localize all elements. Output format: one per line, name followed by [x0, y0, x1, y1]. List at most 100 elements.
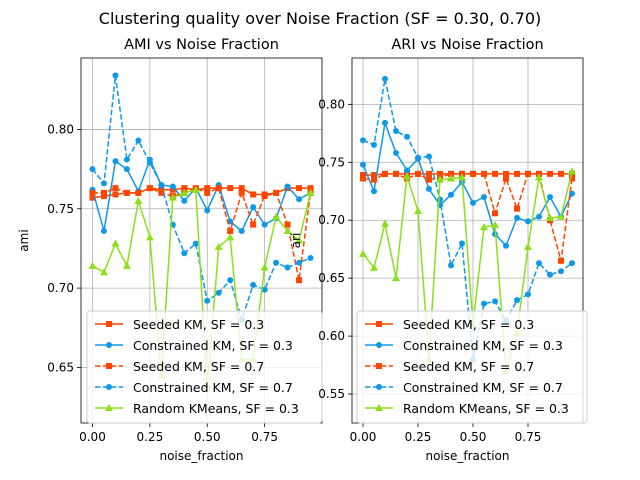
data-point-s1-14	[514, 214, 520, 221]
legend-marker-2	[106, 363, 112, 369]
x-axis-label: noise_fraction	[159, 449, 243, 463]
data-point-s1-8	[448, 191, 454, 198]
legend-label-3: Constrained KM, SF = 0.7	[133, 380, 293, 395]
data-point-s1-8	[181, 197, 188, 204]
data-point-s2-10	[204, 189, 211, 196]
data-point-s2-11	[481, 170, 487, 177]
data-point-s0-13	[238, 185, 245, 192]
legend-marker-2	[376, 363, 382, 369]
data-point-s3-12	[227, 277, 234, 284]
data-point-s1-16	[536, 213, 542, 220]
series-line-4	[362, 171, 573, 372]
y-axis-label: ami	[17, 229, 31, 251]
data-point-s1-3	[123, 166, 130, 173]
data-point-s4-15	[260, 263, 269, 271]
data-point-s3-8	[448, 262, 454, 269]
data-point-s4-2	[381, 219, 389, 227]
ami-subplot: 0.00 0.25 0.50 0.75 0.65 0.70 0.75 0.80 AMI vs N…	[17, 37, 323, 463]
data-point-s4-1	[99, 268, 108, 276]
data-point-s4-1	[370, 263, 378, 271]
data-point-s4-11	[480, 223, 488, 231]
data-point-s4-12	[491, 220, 499, 228]
data-point-s4-17	[546, 213, 554, 221]
data-point-s1-1	[100, 227, 107, 234]
data-point-s0-12	[492, 170, 498, 177]
data-point-s3-7	[437, 196, 443, 203]
y-tick-label: 0.60	[318, 329, 345, 343]
data-point-s1-17	[547, 194, 553, 201]
data-point-s2-5	[146, 185, 153, 192]
legend-label-0: Seeded KM, SF = 0.3	[133, 317, 264, 332]
y-axis-label: ari	[289, 233, 303, 249]
data-point-s4-9	[191, 185, 200, 193]
y-tick-label: 0.80	[318, 97, 345, 111]
x-tick-label: 0.75	[251, 430, 278, 444]
data-point-s4-0	[359, 249, 367, 257]
data-point-s0-6	[158, 186, 165, 193]
data-point-s3-18	[558, 268, 564, 275]
data-point-s2-14	[514, 205, 520, 212]
data-point-s1-13	[238, 227, 245, 234]
series-line-3	[91, 74, 311, 321]
figure-suptitle: Clustering quality over Noise Fraction (…	[99, 9, 541, 28]
data-point-s4-5	[145, 233, 154, 241]
data-point-s3-4	[404, 133, 410, 140]
legend-marker-4	[105, 404, 113, 411]
data-point-s4-7	[168, 193, 177, 201]
data-point-s3-11	[215, 289, 222, 296]
data-point-s3-0	[89, 166, 96, 173]
data-point-s2-13	[238, 189, 245, 196]
data-point-s1-13	[503, 242, 509, 249]
legend-label-4: Random KMeans, SF = 0.3	[133, 401, 299, 416]
data-point-s4-5	[414, 206, 422, 214]
data-point-s4-16	[535, 173, 543, 181]
data-point-s3-14	[250, 281, 257, 288]
data-point-s1-11	[481, 194, 487, 201]
legend-marker-3	[106, 384, 112, 390]
data-point-s3-6	[158, 181, 165, 188]
data-point-s2-10	[470, 170, 476, 177]
y-tick-label: 0.55	[318, 387, 345, 401]
data-point-s2-19	[569, 175, 575, 182]
data-point-s3-15	[525, 291, 531, 298]
data-point-s3-4	[135, 137, 142, 144]
data-point-s3-11	[481, 300, 487, 307]
x-tick-label: 0.50	[460, 430, 487, 444]
data-point-s2-2	[382, 170, 388, 177]
data-point-s0-8	[181, 185, 188, 192]
y-tick-label: 0.70	[47, 281, 74, 295]
data-point-s3-2	[382, 75, 388, 82]
x-tick-label: 0.25	[405, 430, 432, 444]
data-point-s0-13	[503, 170, 509, 177]
data-point-s3-0	[360, 137, 366, 144]
data-point-s1-6	[426, 185, 432, 192]
data-point-s2-3	[393, 170, 399, 177]
subplot-title: ARI vs Noise Fraction	[391, 37, 543, 53]
data-point-s4-12	[226, 233, 235, 241]
data-point-s2-2	[112, 185, 119, 192]
data-point-s0-0	[89, 194, 96, 201]
data-point-s0-12	[227, 185, 234, 192]
data-point-s2-12	[492, 210, 498, 217]
data-point-s4-16	[272, 212, 281, 220]
data-point-s2-3	[123, 189, 130, 196]
y-tick-label: 0.70	[318, 213, 345, 227]
data-point-s0-1	[371, 172, 377, 179]
data-point-s3-6	[426, 153, 432, 160]
data-point-s1-10	[204, 207, 211, 214]
data-point-s3-10	[204, 297, 211, 304]
data-point-s0-18	[558, 170, 564, 177]
data-point-s4-18	[557, 212, 565, 220]
y-tick-label: 0.75	[47, 202, 74, 216]
data-point-s3-14	[514, 297, 520, 304]
data-point-s3-1	[100, 180, 107, 187]
data-point-s3-12	[492, 298, 498, 305]
data-point-s0-10	[204, 185, 211, 192]
legend-marker-0	[376, 321, 382, 327]
x-tick-label: 0.00	[79, 430, 106, 444]
data-point-s1-14	[250, 204, 257, 211]
ari-subplot: 0.00 0.25 0.50 0.75 0.55 0.60 0.65 0.70 0.75 0.80…	[289, 37, 588, 463]
data-point-s4-11	[214, 242, 223, 250]
data-point-s4-8	[447, 174, 455, 182]
data-point-s2-6	[158, 189, 165, 196]
